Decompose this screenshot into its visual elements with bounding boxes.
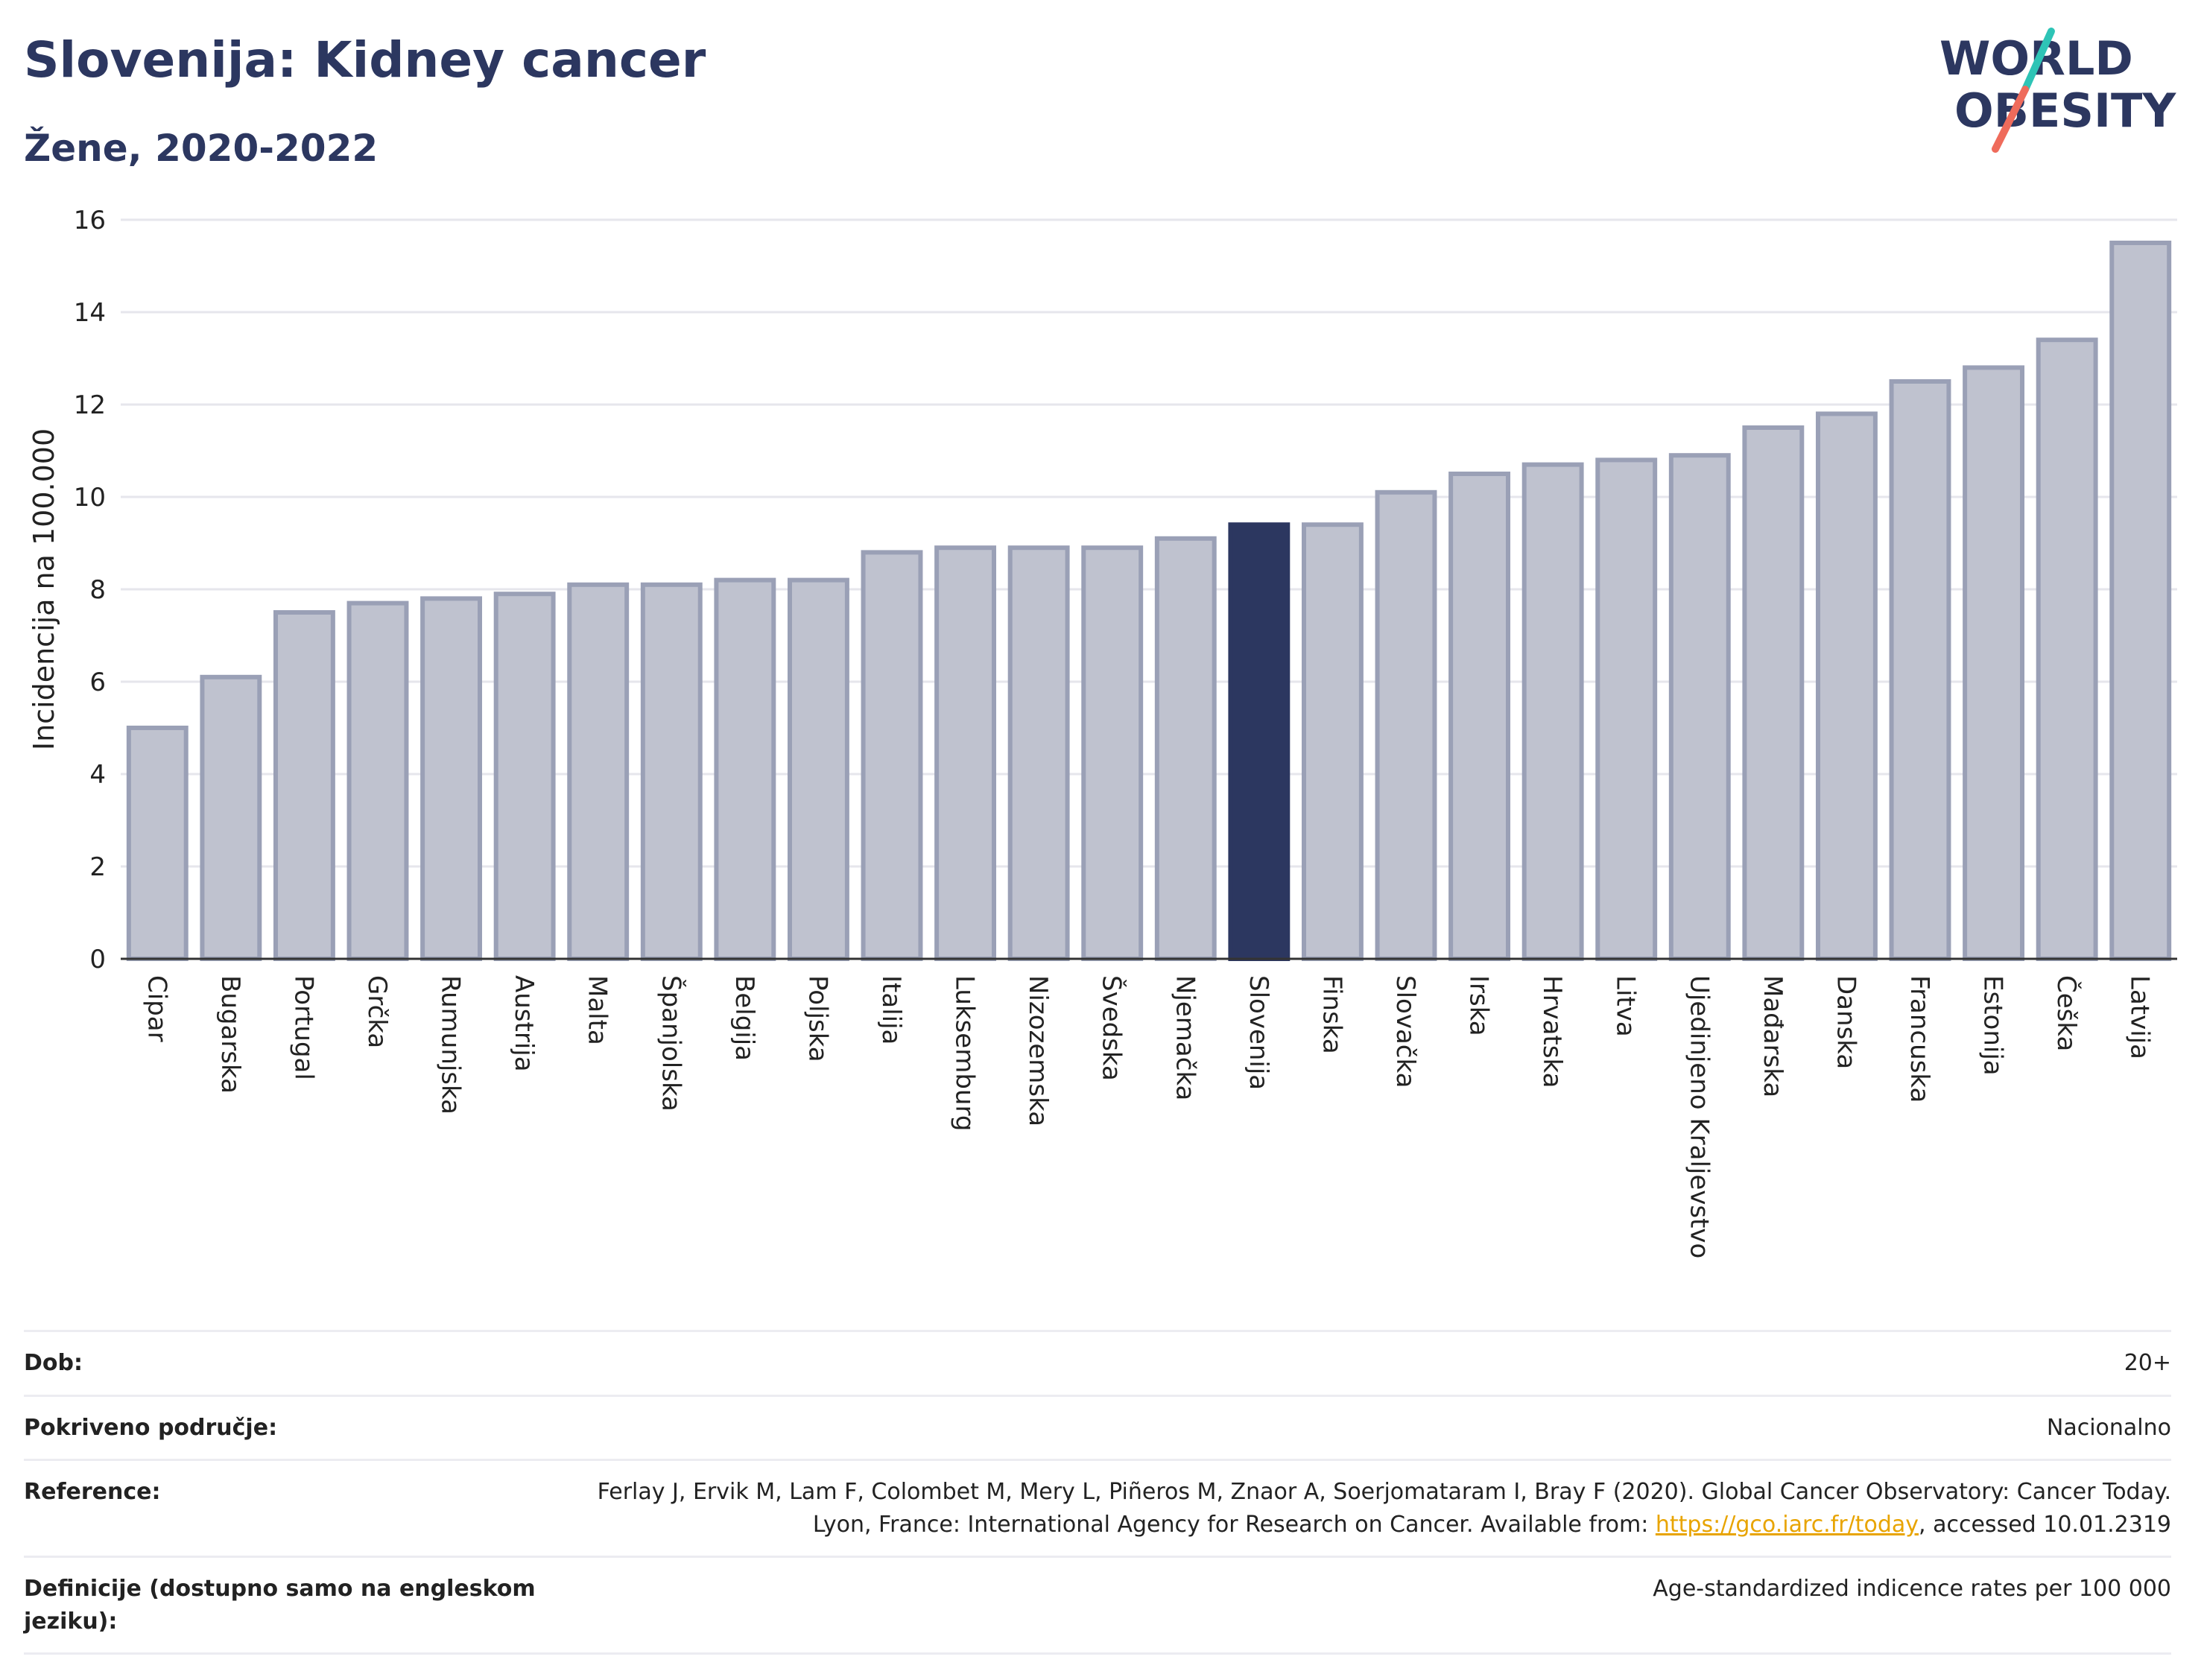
y-tick-label: 2 — [89, 852, 106, 882]
x-tick-label: Danska — [1831, 975, 1861, 1069]
info-key-reference: Reference: — [24, 1479, 161, 1505]
x-tick-label: Švedska — [1097, 975, 1127, 1081]
bar-malta — [567, 582, 630, 961]
x-tick-label: Irska — [1464, 975, 1494, 1036]
x-tick-label: Italija — [876, 975, 906, 1045]
y-tick-label: 10 — [74, 483, 106, 513]
info-row-age: Dob: 20+ — [24, 1331, 2171, 1395]
reference-text: Ferlay J, Ervik M, Lam F, Colombet M, Me… — [597, 1479, 2171, 1538]
bar-ujedinjeno-kraljevstvo — [1668, 453, 1731, 961]
x-tick-label: Slovačka — [1390, 975, 1420, 1088]
bar-hrvatska — [1521, 462, 1584, 961]
x-tick-label: Finska — [1317, 975, 1346, 1054]
x-tick-label: Austrija — [509, 975, 539, 1072]
bar-danska — [1815, 411, 1878, 961]
info-key-definition: Definicije (dostupno samo na engleskom j… — [24, 1576, 536, 1635]
info-value-coverage: Nacionalno — [2046, 1414, 2171, 1441]
logo-slash-teal — [2021, 28, 2055, 93]
x-tick-label: Litva — [1611, 975, 1641, 1037]
bar-luksemburg — [934, 545, 997, 961]
bar-slovenija — [1228, 522, 1291, 961]
reference-link[interactable]: https://gco.iarc.fr/today — [1655, 1511, 1919, 1538]
x-tick-label: Malta — [583, 975, 612, 1045]
x-tick-label: Cipar — [142, 975, 171, 1042]
y-tick-label: 8 — [89, 575, 106, 605]
x-tick-label: Estonija — [1978, 975, 2008, 1076]
y-tick-label: 14 — [74, 298, 106, 328]
bar-rumunjska — [420, 596, 483, 962]
x-tick-label: Nizozemska — [1023, 975, 1053, 1126]
bars — [126, 241, 2172, 962]
bar-latvija — [2109, 241, 2172, 961]
y-tick-label: 4 — [89, 760, 106, 790]
bar-poljska — [787, 577, 849, 961]
bar-portugal — [273, 610, 335, 961]
x-tick-label: Luksemburg — [950, 975, 980, 1131]
x-tick-label: Ujedinjeno Kraljevstvo — [1684, 975, 1714, 1258]
world-obesity-logo: WORLD OBESITY — [1939, 28, 2176, 153]
bar-nizozemska — [1007, 545, 1070, 961]
bar-švedska — [1081, 545, 1144, 961]
bar-chart: 0 2 4 6 8 10 12 14 16 Cipar Bugarska Portugal Grčka… — [28, 206, 2177, 1258]
logo-text-obesity: OBESITY — [1954, 83, 2176, 138]
y-axis-label: Incidencija na 100.000 — [28, 428, 60, 750]
y-tick-label: 12 — [74, 390, 106, 420]
x-tick-label: Poljska — [802, 975, 832, 1062]
bar-bugarska — [200, 674, 262, 961]
x-tick-label: Španjolska — [656, 975, 686, 1112]
bar-austrija — [493, 592, 556, 961]
x-tick-label: Francuska — [1904, 975, 1934, 1103]
info-row-definition: Definicije (dostupno samo na engleskom j… — [24, 1556, 2171, 1654]
bar-litva — [1595, 457, 1658, 961]
bar-grčka — [346, 600, 409, 961]
bar-finska — [1301, 522, 1364, 961]
bar-mađarska — [1742, 425, 1805, 961]
x-tick-label: Slovenija — [1244, 975, 1273, 1090]
x-tick-label: Hrvatska — [1537, 975, 1567, 1088]
bar-španjolska — [640, 582, 703, 961]
bar-irska — [1448, 472, 1511, 961]
x-tick-label: Belgija — [729, 975, 759, 1061]
bar-slovačka — [1375, 489, 1437, 961]
info-table: Dob: 20+ Pokriveno područje: Nacionalno … — [24, 1330, 2171, 1655]
info-value-definition: Age-standardized indicence rates per 100… — [1653, 1576, 2171, 1602]
x-tick-label: Bugarska — [215, 975, 245, 1094]
chart-subtitle: Žene, 2020-2022 — [24, 127, 379, 170]
y-tick-label: 16 — [74, 206, 106, 235]
x-tick-label: Češka — [2051, 975, 2082, 1051]
logo-slash-coral — [1992, 86, 2029, 153]
y-tick-label: 6 — [89, 668, 106, 697]
x-tick-label: Njemačka — [1170, 975, 1200, 1100]
bar-cipar — [126, 726, 189, 961]
y-tick-labels: 0 2 4 6 8 10 12 14 16 — [74, 206, 106, 974]
x-tick-label: Latvija — [2125, 975, 2155, 1059]
bar-belgija — [714, 577, 776, 961]
x-tick-label: Grčka — [362, 975, 392, 1048]
info-key-age: Dob: — [24, 1350, 83, 1376]
info-value-age: 20+ — [2124, 1350, 2171, 1376]
bar-njemačka — [1154, 536, 1217, 961]
info-row-coverage: Pokriveno područje: Nacionalno — [24, 1395, 2171, 1460]
bar-italija — [861, 550, 923, 961]
info-row-reference: Reference: Ferlay J, Ervik M, Lam F, Col… — [24, 1459, 2171, 1557]
bar-češka — [2036, 337, 2098, 961]
x-tick-labels: Cipar Bugarska Portugal Grčka Rumunjska Austr… — [142, 975, 2154, 1258]
x-tick-label: Mađarska — [1758, 975, 1787, 1097]
info-value-reference: Ferlay J, Ervik M, Lam F, Colombet M, Me… — [560, 1460, 2171, 1557]
x-tick-label: Portugal — [288, 975, 318, 1080]
y-tick-label: 0 — [89, 945, 106, 974]
bar-estonija — [1963, 365, 2025, 961]
x-tick-label: Rumunjska — [436, 975, 466, 1115]
reference-accessed: , accessed 10.01.2319 — [1919, 1511, 2171, 1538]
bar-francuska — [1889, 379, 1951, 961]
info-key-coverage: Pokriveno područje: — [24, 1414, 278, 1441]
chart-title: Slovenija: Kidney cancer — [24, 31, 706, 89]
